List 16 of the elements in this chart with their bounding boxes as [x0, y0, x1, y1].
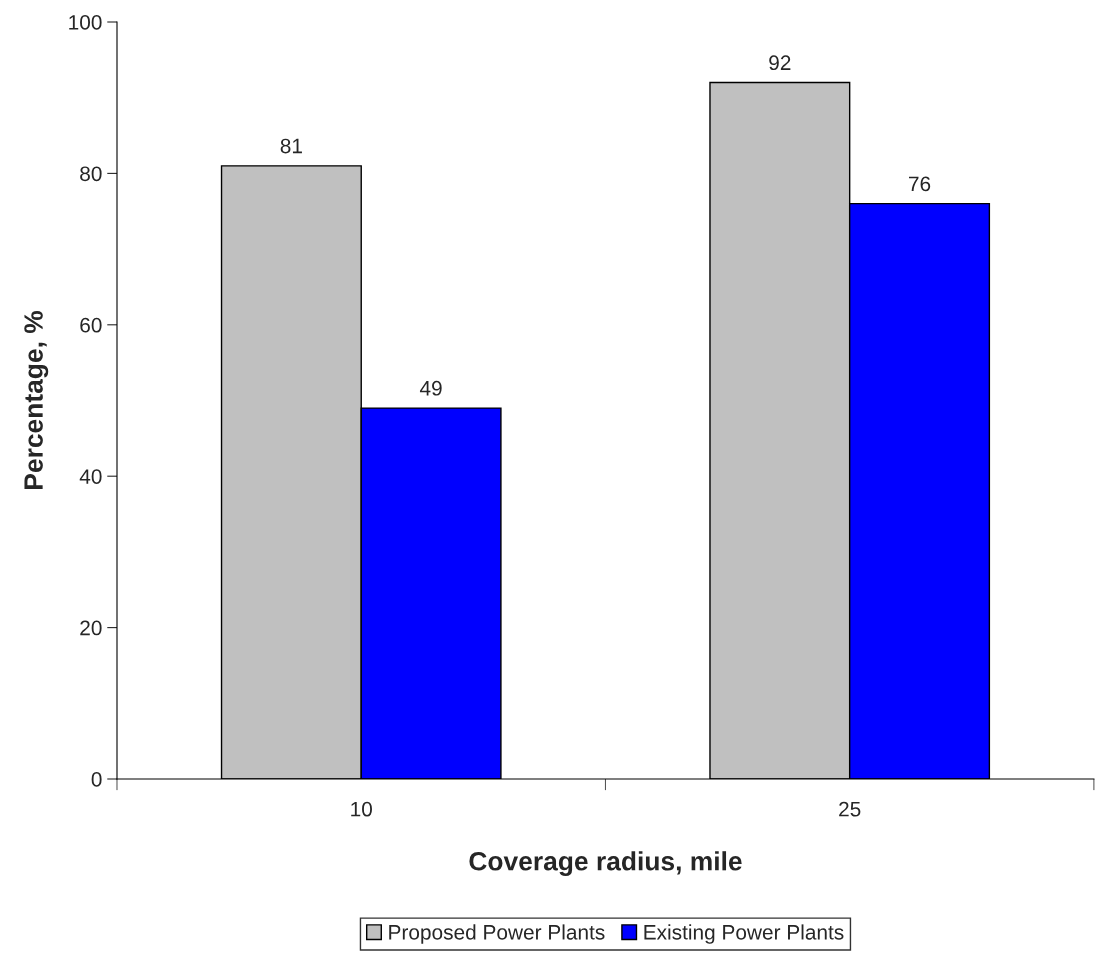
y-tick-label: 100: [69, 15, 102, 30]
legend-label: Proposed Power Plants: [389, 924, 605, 944]
y-axis-title: Percentage, %: [24, 310, 49, 489]
data-label: 76: [909, 176, 931, 192]
y-tick-label: 20: [80, 620, 102, 636]
legend-label: Existing Power Plants: [644, 924, 844, 944]
data-label: 81: [280, 138, 302, 154]
x-tick-label: 10: [351, 801, 372, 817]
y-tick-label: 0: [91, 772, 102, 787]
y-tick-label: 60: [80, 317, 102, 333]
data-label: 49: [419, 380, 442, 396]
y-tick-label: 40: [79, 469, 102, 484]
x-tick-label: 25: [839, 801, 861, 817]
data-label: 92: [769, 55, 791, 71]
y-tick-label: 80: [80, 166, 102, 182]
x-axis-title: Coverage radius, mile: [469, 851, 742, 876]
